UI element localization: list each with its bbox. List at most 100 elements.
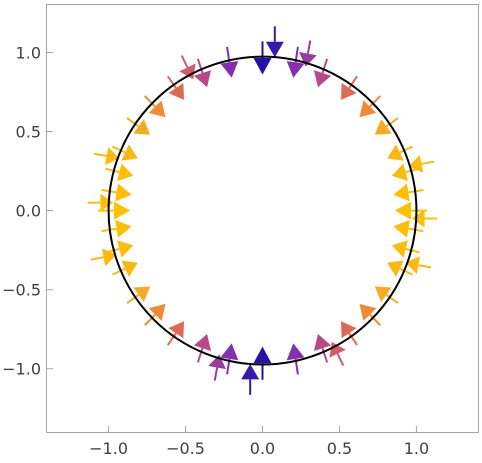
arrow-head xyxy=(299,52,317,67)
field-arrow xyxy=(144,303,166,326)
field-arrow xyxy=(391,240,420,258)
arrow-shaft xyxy=(93,152,107,158)
field-arrow xyxy=(408,155,435,173)
field-arrow xyxy=(411,209,438,228)
arrow-shaft xyxy=(399,145,414,154)
arrow-head xyxy=(374,286,392,303)
y-tick-label: 0.5 xyxy=(16,123,41,142)
arrow-shaft xyxy=(111,145,126,154)
y-tick-label: −1.0 xyxy=(2,360,41,379)
arrow-head xyxy=(148,303,166,321)
y-tick-label: −0.5 xyxy=(2,281,41,300)
field-arrow xyxy=(241,363,260,395)
field-arrow xyxy=(299,40,317,67)
arrow-head xyxy=(220,343,239,361)
arrow-shaft xyxy=(405,247,420,254)
field-arrow xyxy=(341,321,358,346)
arrow-head xyxy=(359,303,377,321)
field-arrow xyxy=(167,321,184,346)
x-tick-label: 0.0 xyxy=(250,439,275,458)
field-arrow xyxy=(90,248,117,267)
arrow-shaft xyxy=(167,332,177,346)
arrow-shaft xyxy=(213,367,219,381)
arrow-head xyxy=(101,248,117,267)
arrow-shaft xyxy=(385,117,399,128)
arrow-head xyxy=(104,147,120,165)
field-arrow xyxy=(253,346,272,380)
arrow-head xyxy=(359,100,377,118)
arrow-head xyxy=(329,341,346,358)
arrow-head xyxy=(179,63,196,80)
arrow-head xyxy=(193,333,212,351)
arrow-head xyxy=(393,219,410,238)
arrow-head xyxy=(168,82,184,100)
field-arrow xyxy=(359,95,381,118)
arrow-head xyxy=(265,41,284,58)
arrow-shaft xyxy=(90,256,104,261)
arrow-head xyxy=(133,286,151,303)
field-arrow xyxy=(93,147,120,165)
x-tick-label: 0.5 xyxy=(327,439,352,458)
arrow-shaft xyxy=(369,95,381,108)
arrow-shaft xyxy=(348,75,358,89)
arrow-head xyxy=(341,82,357,100)
arrow-shaft xyxy=(196,347,204,363)
field-arrow xyxy=(101,219,132,238)
arrow-shaft xyxy=(418,264,432,269)
field-arrow xyxy=(111,144,138,161)
arrow-shaft xyxy=(126,293,140,304)
arrow-head xyxy=(387,260,404,277)
x-tick-label: −0.5 xyxy=(166,439,205,458)
arrow-head xyxy=(113,201,131,220)
arrow-shaft xyxy=(126,117,140,128)
arrow-shaft xyxy=(306,40,312,54)
field-arrow xyxy=(405,256,432,275)
arrow-head xyxy=(100,193,114,212)
arrow-head xyxy=(313,70,332,88)
arrow-shaft xyxy=(111,267,126,276)
arrow-shaft xyxy=(321,58,329,74)
arrow-head xyxy=(393,183,410,202)
arrow-head xyxy=(391,163,408,181)
y-tick-label: 0.0 xyxy=(16,202,41,221)
field-arrow xyxy=(144,95,166,118)
arrow-shaft xyxy=(385,293,399,304)
field-arrow xyxy=(387,260,414,277)
x-tick-label: 1.0 xyxy=(404,439,429,458)
arrow-head xyxy=(408,155,424,173)
arrow-head xyxy=(394,201,412,220)
field-arrow xyxy=(313,333,332,363)
field-arrow xyxy=(179,55,196,80)
field-arrow xyxy=(193,58,212,88)
arrow-shaft xyxy=(144,95,156,108)
arrow-head xyxy=(121,144,138,161)
arrow-shaft xyxy=(180,55,189,68)
arrow-head xyxy=(286,343,305,361)
arrow-head xyxy=(115,219,132,238)
field-arrow xyxy=(265,26,284,58)
field-arrow xyxy=(341,75,358,100)
arrow-shaft xyxy=(167,75,177,89)
arrow-head xyxy=(286,60,305,78)
arrow-head xyxy=(133,119,151,135)
field-arrow xyxy=(87,193,114,212)
arrow-head xyxy=(253,346,272,364)
arrow-shaft xyxy=(336,353,345,367)
arrow-shaft xyxy=(399,267,414,276)
unit-circle xyxy=(107,55,418,366)
arrow-head xyxy=(117,240,134,258)
field-arrow xyxy=(97,201,131,220)
arrow-head xyxy=(121,260,138,277)
arrow-shaft xyxy=(144,313,156,326)
arrow-head xyxy=(117,163,134,181)
arrow-head xyxy=(405,256,421,275)
y-tick-labels: −1.0 −0.5 0.0 0.5 1.0 xyxy=(2,43,41,378)
arrow-head xyxy=(208,354,226,370)
field-arrow xyxy=(374,117,399,135)
arrow-head xyxy=(253,57,272,75)
field-arrow xyxy=(105,163,134,181)
field-arrow xyxy=(111,260,138,277)
field-arrow xyxy=(387,144,414,161)
field-arrow xyxy=(393,183,424,202)
